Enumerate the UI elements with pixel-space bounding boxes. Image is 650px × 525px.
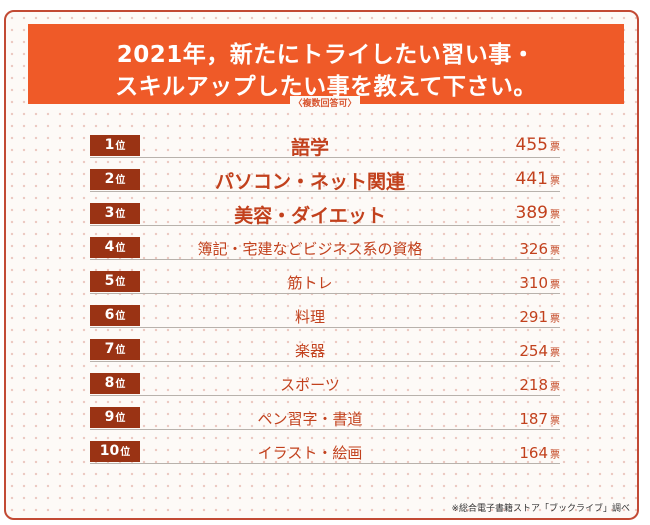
row-divider (90, 361, 560, 362)
vote-unit: 票 (550, 176, 560, 187)
ranking-row: 6位 料理 291 票 (90, 302, 560, 328)
item-label: スポーツ (280, 376, 340, 394)
item-label: 美容・ダイエット (234, 205, 386, 227)
ranking-row: 8位 スポーツ 218 票 (90, 370, 560, 396)
rank-unit: 位 (115, 413, 126, 424)
rank-badge: 9位 (90, 407, 140, 428)
vote-unit: 票 (550, 246, 560, 257)
rank-number: 2 (104, 171, 115, 187)
vote-count: 187 票 (519, 409, 560, 428)
rank-badge: 3位 (90, 203, 140, 224)
item-label: イラスト・絵画 (257, 444, 363, 462)
vote-count: 389 票 (516, 203, 560, 223)
item-label: 筋トレ (287, 274, 333, 292)
rank-unit: 位 (120, 447, 131, 458)
ranking-row: 5位 筋トレ 310 票 (90, 268, 560, 294)
vote-count: 254 票 (519, 341, 560, 360)
item-label: パソコン・ネット関連 (214, 171, 405, 193)
rank-number: 7 (104, 341, 115, 357)
row-divider (90, 191, 560, 192)
vote-value: 254 (519, 342, 548, 360)
rank-badge: 8位 (90, 373, 140, 394)
vote-count: 441 票 (516, 169, 560, 189)
title-line-1: 2021年，新たにトライしたい習い事・ (116, 42, 536, 68)
title-banner: 2021年，新たにトライしたい習い事・ スキルアップしたい事を教えて下さい。 (28, 24, 624, 104)
ranking-row: 10位 イラスト・絵画 164 票 (90, 438, 560, 464)
rank-number: 1 (104, 137, 115, 153)
title-line-2: スキルアップしたい事を教えて下さい。 (115, 74, 537, 100)
note-text: 〈複数回答可〉 (290, 96, 360, 109)
rank-badge: 7位 (90, 339, 140, 360)
item-label: 簿記・宅建などビジネス系の資格 (197, 240, 423, 258)
vote-unit: 票 (550, 348, 560, 359)
rank-number: 8 (104, 375, 115, 391)
vote-count: 218 票 (519, 375, 560, 394)
row-divider (90, 157, 560, 158)
ranking-row: 1位 語学 455 票 (90, 132, 560, 159)
vote-count: 455 票 (516, 135, 560, 155)
item-label: 楽器 (294, 342, 325, 360)
ranking-row: 7位 楽器 254 票 (90, 336, 560, 362)
vote-value: 164 (519, 444, 548, 462)
rank-unit: 位 (115, 141, 126, 152)
vote-unit: 票 (550, 314, 560, 325)
vote-unit: 票 (550, 280, 560, 291)
vote-unit: 票 (550, 382, 560, 393)
item-label: 料理 (294, 308, 325, 326)
row-divider (90, 429, 560, 430)
item-label: 語学 (290, 137, 329, 159)
rank-unit: 位 (115, 209, 126, 220)
vote-count: 291 票 (519, 307, 560, 326)
ranking-row: 3位 美容・ダイエット 389 票 (90, 200, 560, 227)
vote-count: 326 票 (519, 239, 560, 258)
rank-badge: 5位 (90, 271, 140, 292)
rank-badge: 1位 (90, 135, 140, 156)
rank-unit: 位 (115, 311, 126, 322)
row-divider (90, 463, 560, 464)
row-divider (90, 259, 560, 260)
rank-badge: 6位 (90, 305, 140, 326)
rank-unit: 位 (115, 379, 126, 390)
vote-value: 441 (515, 169, 548, 189)
rank-number: 9 (104, 409, 115, 425)
rank-number: 10 (99, 443, 120, 459)
rank-unit: 位 (115, 175, 126, 186)
row-divider (90, 225, 560, 226)
rank-unit: 位 (115, 345, 126, 356)
row-divider (90, 327, 560, 328)
rank-number: 5 (104, 273, 115, 289)
source-note: ※総合電子書籍ストア「ブックライブ」調べ (451, 504, 630, 514)
multiple-answers-note: 〈複数回答可〉 (0, 91, 650, 110)
row-divider (90, 293, 560, 294)
vote-value: 218 (519, 376, 548, 394)
vote-value: 310 (519, 274, 548, 292)
rank-unit: 位 (115, 277, 126, 288)
vote-count: 164 票 (519, 443, 560, 462)
vote-unit: 票 (550, 142, 560, 153)
rank-badge: 2位 (90, 169, 140, 190)
vote-unit: 票 (550, 450, 560, 461)
vote-count: 310 票 (519, 273, 560, 292)
rank-number: 4 (104, 239, 115, 255)
rank-number: 3 (104, 205, 115, 221)
row-divider (90, 395, 560, 396)
ranking-row: 4位 簿記・宅建などビジネス系の資格 326 票 (90, 234, 560, 260)
item-label: ペン習字・書道 (257, 410, 363, 428)
vote-unit: 票 (550, 210, 560, 221)
vote-value: 455 (515, 135, 548, 155)
rank-unit: 位 (115, 243, 126, 254)
rank-badge: 10位 (90, 441, 140, 462)
vote-value: 187 (519, 410, 548, 428)
ranking-row: 2位 パソコン・ネット関連 441 票 (90, 166, 560, 193)
vote-value: 389 (515, 203, 548, 223)
vote-value: 291 (519, 308, 548, 326)
ranking-row: 9位 ペン習字・書道 187 票 (90, 404, 560, 430)
rank-number: 6 (104, 307, 115, 323)
vote-value: 326 (519, 240, 548, 258)
rank-badge: 4位 (90, 237, 140, 258)
vote-unit: 票 (550, 416, 560, 427)
